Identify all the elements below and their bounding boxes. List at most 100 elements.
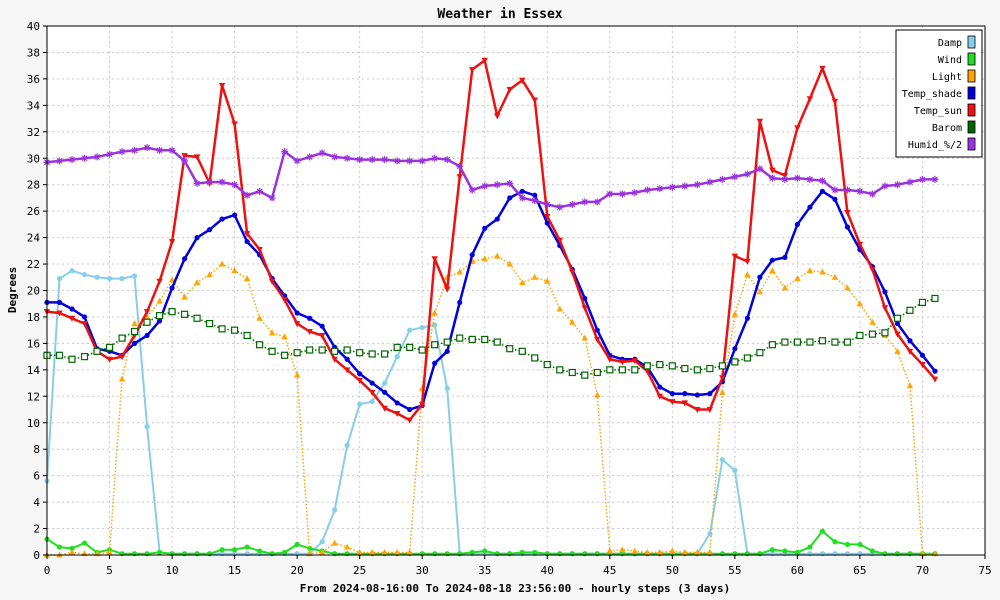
data-point-light	[856, 300, 864, 307]
data-point-damp	[69, 268, 75, 274]
data-point-light	[118, 375, 126, 382]
data-point-wind	[244, 544, 250, 550]
data-point-barom	[606, 366, 614, 374]
data-point-light	[268, 329, 276, 336]
data-point-damp	[81, 272, 88, 278]
data-point-temp-shade	[544, 220, 550, 226]
data-point-light	[406, 548, 413, 555]
data-point-barom	[843, 338, 852, 346]
data-point-barom	[381, 350, 389, 358]
data-point-humid-2	[106, 150, 114, 158]
data-point-humid-2	[631, 189, 639, 197]
data-point-barom	[318, 346, 326, 354]
data-point-humid-2	[531, 197, 539, 205]
data-point-wind	[519, 549, 525, 555]
y-tick-label: 38	[27, 46, 40, 59]
data-point-wind	[81, 540, 88, 546]
data-point-humid-2	[706, 178, 714, 186]
data-point-temp-shade	[444, 348, 450, 354]
data-point-barom	[130, 327, 139, 336]
data-point-temp-sun	[644, 368, 651, 375]
data-point-light	[293, 371, 301, 378]
x-tick-label: 30	[416, 564, 429, 577]
legend-swatch-damp	[967, 35, 976, 49]
data-point-temp-shade	[181, 256, 188, 262]
data-point-barom	[731, 358, 739, 366]
data-point-temp-sun	[894, 331, 901, 338]
data-point-temp-shade	[169, 285, 175, 291]
data-point-humid-2	[731, 173, 739, 181]
data-point-temp-sun	[419, 401, 426, 408]
data-point-barom	[493, 338, 501, 346]
data-point-temp-sun	[68, 315, 76, 322]
data-point-temp-shade	[707, 391, 713, 397]
data-point-temp-sun	[769, 167, 776, 174]
data-point-temp-sun	[531, 97, 538, 104]
data-point-humid-2	[468, 186, 476, 194]
data-point-humid-2	[668, 183, 676, 191]
data-point-damp	[444, 385, 450, 391]
data-point-wind	[156, 549, 163, 555]
data-point-temp-shade	[744, 315, 750, 321]
data-point-barom	[406, 343, 414, 351]
data-point-humid-2	[56, 157, 64, 165]
y-tick-label: 16	[27, 337, 40, 350]
series-humid-2	[43, 144, 939, 211]
data-point-humid-2	[693, 181, 701, 189]
data-point-temp-sun	[156, 278, 163, 285]
data-point-temp-shade	[844, 224, 851, 230]
data-point-temp-shade	[794, 221, 801, 227]
data-point-temp-sun	[81, 321, 88, 328]
data-point-humid-2	[656, 185, 664, 193]
data-point-humid-2	[418, 157, 426, 165]
data-point-barom	[556, 366, 564, 374]
x-tick-label: 25	[353, 564, 366, 577]
data-point-barom	[668, 362, 676, 370]
data-point-wind	[219, 547, 225, 553]
chart-title: Weather in Essex	[437, 7, 562, 22]
data-point-light	[594, 391, 601, 398]
data-point-temp-sun	[356, 377, 363, 384]
data-point-humid-2	[381, 156, 389, 164]
data-point-temp-sun	[331, 356, 338, 363]
data-point-damp	[106, 275, 113, 282]
data-point-humid-2	[906, 178, 914, 186]
x-tick-label: 75	[978, 564, 991, 577]
x-tick-label: 55	[728, 564, 741, 577]
data-point-temp-shade	[769, 257, 775, 263]
data-point-wind	[832, 539, 838, 545]
data-point-humid-2	[606, 190, 614, 198]
data-point-temp-shade	[832, 196, 838, 202]
data-point-barom	[393, 343, 401, 351]
data-point-humid-2	[431, 154, 439, 162]
data-point-light	[131, 320, 138, 327]
legend-label-temp-sun: Temp_sun	[914, 106, 962, 117]
data-point-humid-2	[881, 182, 889, 190]
data-point-humid-2	[456, 162, 464, 170]
data-point-barom	[631, 366, 639, 374]
legend-label-humid-2: Humid_%/2	[908, 140, 962, 151]
data-point-light	[256, 314, 263, 321]
data-point-barom	[205, 319, 214, 328]
data-point-temp-sun	[343, 367, 351, 374]
data-point-humid-2	[118, 148, 126, 156]
data-point-temp-sun	[631, 358, 639, 365]
data-point-light	[281, 333, 288, 340]
x-tick-label: 45	[603, 564, 616, 577]
data-point-wind	[807, 544, 813, 550]
data-point-light	[731, 310, 739, 317]
data-point-temp-sun	[193, 154, 201, 161]
data-point-temp-shade	[244, 238, 250, 245]
y-tick-label: 40	[27, 20, 40, 33]
data-point-barom	[343, 346, 351, 354]
data-point-humid-2	[818, 177, 826, 185]
data-point-temp-sun	[869, 266, 876, 273]
data-point-temp-sun	[744, 258, 751, 265]
y-tick-label: 0	[33, 549, 40, 562]
data-point-temp-sun	[481, 57, 488, 64]
y-tick-label: 28	[27, 179, 40, 192]
x-tick-label: 20	[291, 564, 304, 577]
data-point-temp-sun	[619, 359, 626, 366]
legend-label-barom: Barom	[932, 123, 962, 134]
data-point-temp-sun	[544, 213, 551, 220]
